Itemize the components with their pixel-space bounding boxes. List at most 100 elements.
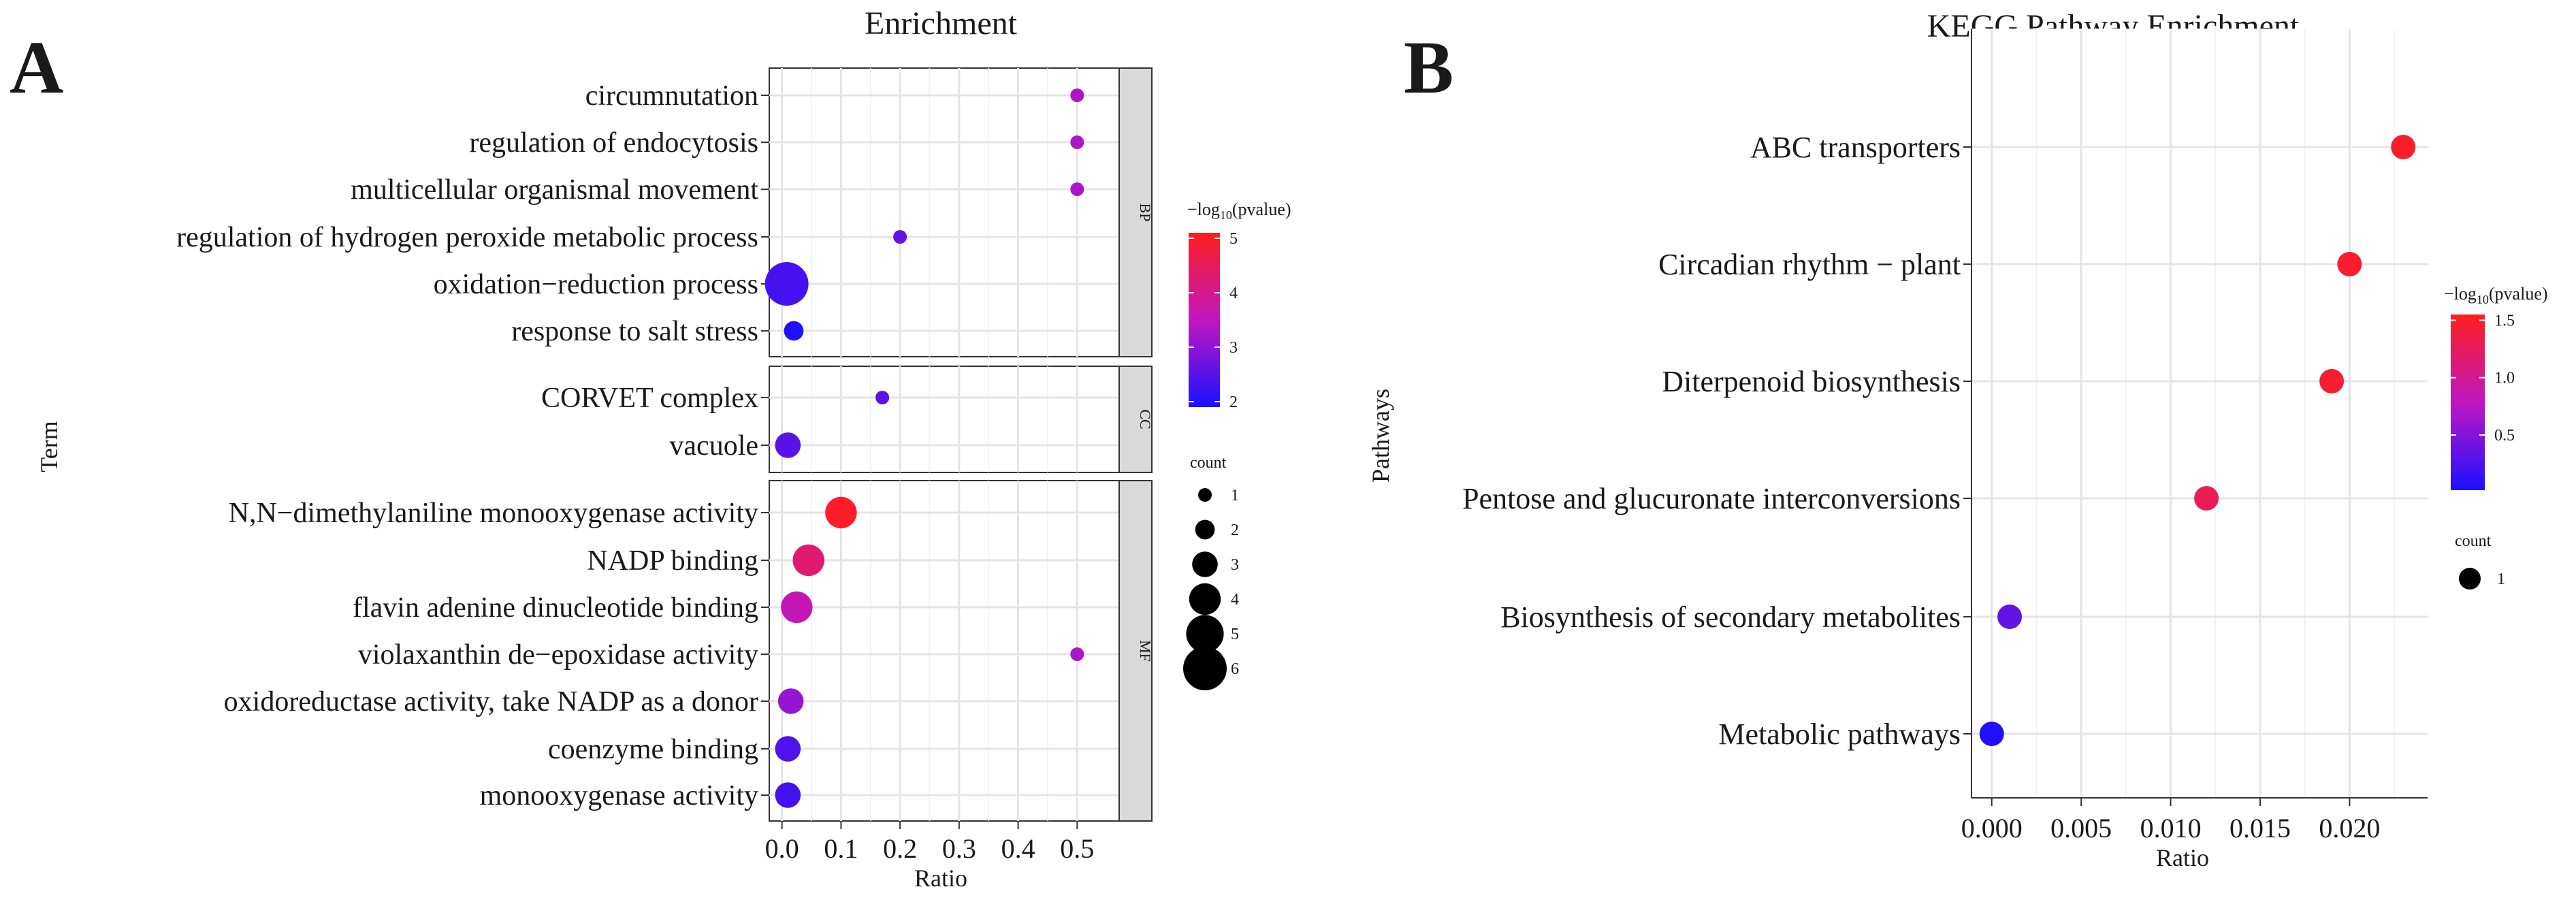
panel-b-point — [2337, 252, 2362, 276]
panel-b-pathway-label: Biosynthesis of secondary metabolites — [1500, 600, 1961, 634]
panel-b-x-tick-label: 0.000 — [1961, 813, 2023, 843]
panel-b-label: B — [1404, 26, 1453, 109]
panel-a-x-ticks: 0.0 0.1 0.2 0.3 0.4 0.5 — [765, 821, 1094, 864]
panel-b-x-tick-label: 0.010 — [2140, 813, 2202, 843]
panel-a-x-axis-title: Ratio — [914, 865, 967, 892]
panel-b-color-tick-label: 0.5 — [2494, 427, 2515, 445]
panel-b-color-ticks: 1.5 1.0 0.5 — [2451, 312, 2515, 445]
panel-b-y-axis-title: Pathways — [1367, 389, 1394, 483]
panel-a-size-legend-title: count — [1190, 454, 1227, 472]
panel-a-point — [775, 736, 801, 762]
panel-a-point — [1070, 135, 1084, 149]
panel-b-color-legend-title: −log10(pvalue) — [2444, 284, 2548, 306]
panel-a-term-label: violaxanthin de−epoxidase activity — [358, 639, 758, 671]
panel-a-term-label: regulation of hydrogen peroxide metaboli… — [176, 222, 758, 253]
panel-a-x-tick-label: 0.1 — [824, 833, 858, 864]
panel-b-x-tick-label: 0.020 — [2319, 813, 2380, 843]
panel-a-point — [781, 591, 813, 624]
panel-b-point — [2319, 369, 2345, 393]
panel-b-size-legend: count 1 — [2455, 532, 2505, 590]
panel-b-x-axis-title: Ratio — [2156, 844, 2209, 871]
panel-a-term-label: CORVET complex — [541, 383, 758, 414]
panel-a-color-tick-label: 5 — [1229, 230, 1238, 248]
panel-a-facet-mf: N,N−dimethylaniline monooxygenase activi… — [224, 480, 1154, 822]
panel-a-facet-cc: CORVET complex vacuole CC — [541, 366, 1154, 473]
panel-a-point — [893, 230, 907, 244]
panel-a-size-keys: 1 2 3 4 5 6 — [1183, 487, 1239, 690]
panel-a-facets: circumnutation regulation of endocytosis m… — [176, 67, 1154, 822]
panel-a-facet-bp: circumnutation regulation of endocytosis m… — [176, 67, 1154, 357]
panel-a-term-label: oxidation−reduction process — [434, 269, 758, 300]
panel-b-size-key-label: 1 — [2497, 570, 2505, 588]
panel-b-plot: ABC transporters Circadian rhythm − plant… — [1462, 29, 2428, 799]
panel-a-x-tick-label: 0.4 — [1001, 833, 1035, 864]
panel-a-facet-frame — [769, 366, 1120, 473]
panel-a-facet-strip — [1118, 480, 1153, 822]
panel-a-size-key-label: 5 — [1231, 626, 1239, 643]
panel-b-pathway-label: Metabolic pathways — [1718, 718, 1961, 751]
panel-b-point — [1997, 605, 2023, 629]
panel-a-size-legend: count 1 2 3 4 5 6 — [1183, 454, 1239, 690]
panel-b-pathway-label: Pentose and glucuronate interconversions — [1462, 482, 1961, 515]
panel-a-term-label: flavin adenine dinucleotide binding — [353, 592, 758, 624]
panel-a-point — [777, 688, 804, 714]
panel-a-x-tick-label: 0.3 — [942, 833, 976, 864]
panel-b-point — [1979, 722, 2004, 746]
panel-a-facet-strip-label: MF — [1137, 640, 1154, 662]
panel-a-term-label: coenzyme binding — [548, 734, 758, 765]
panel-b-pathway-label: Diterpenoid biosynthesis — [1662, 365, 1961, 398]
panel-a-facet-strip — [1118, 67, 1153, 357]
panel-b-point — [2194, 486, 2219, 511]
panel-a-point — [875, 391, 890, 404]
panel-a-point — [1070, 647, 1084, 661]
panel-a-color-bar — [1189, 233, 1220, 407]
panel-b-plot-area — [1971, 29, 2428, 798]
panel-a-size-key-label: 1 — [1231, 487, 1239, 504]
panel-a-x-tick-label: 0.2 — [883, 833, 917, 864]
panel-a-term-label: circumnutation — [585, 80, 758, 112]
panel-a-facet-frame — [769, 67, 1120, 357]
panel-a-size-key-label: 4 — [1231, 591, 1239, 609]
panel-a-term-label: response to salt stress — [511, 316, 758, 347]
panel-a-size-key — [1183, 647, 1227, 690]
panel-b-size-legend-title: count — [2455, 532, 2492, 550]
panel-a-term-label: vacuole — [669, 430, 758, 462]
panel-a-size-key-label: 3 — [1231, 556, 1239, 574]
panel-a-facet-strip — [1118, 366, 1153, 473]
panel-a-color-tick-label: 2 — [1229, 393, 1238, 411]
panel-a-color-ticks: 5 4 3 2 — [1189, 230, 1238, 411]
panel-a-facet-frame — [769, 480, 1120, 822]
panel-b-size-keys: 1 — [2459, 568, 2505, 590]
panel-a-size-key-label: 6 — [1231, 660, 1239, 678]
panel-a-point — [764, 262, 809, 306]
panel-a-size-key — [1186, 615, 1224, 653]
panel-b-point — [2391, 135, 2416, 159]
panel-b-color-tick-label: 1.5 — [2494, 312, 2515, 329]
panel-a-point — [825, 496, 857, 529]
panel-a-color-legend-title: −log10(pvalue) — [1187, 199, 1291, 222]
panel-a-size-key — [1192, 551, 1218, 577]
panel-a-x-tick-label: 0.5 — [1060, 833, 1094, 864]
panel-b-pathway-label: Circadian rhythm − plant — [1658, 248, 1961, 281]
panel-b-x-ticks: 0.000 0.005 0.010 0.015 0.020 — [1961, 798, 2380, 843]
panel-b-color-legend: −log10(pvalue) 1.5 1.0 0.5 — [2444, 284, 2548, 490]
panel-a: A Enrichment Ratio Term circumnutation re… — [10, 5, 1291, 892]
panel-b: B KEGG Pathway Enrichment Ratio Pathways… — [1367, 8, 2548, 871]
panel-a-term-label: monooxygenase activity — [480, 780, 758, 811]
panel-b-size-key — [2459, 568, 2481, 590]
panel-a-color-legend: −log10(pvalue) 5 4 3 2 — [1187, 199, 1291, 411]
panel-a-term-label: oxidoreductase activity, take NADP as a … — [224, 686, 758, 718]
panel-b-pathway-label: ABC transporters — [1750, 131, 1961, 164]
panel-a-x-tick-label: 0.0 — [765, 833, 799, 864]
panel-a-color-tick-label: 3 — [1229, 339, 1238, 357]
panel-a-title: Enrichment — [865, 5, 1018, 42]
panel-a-point — [792, 544, 824, 577]
panel-a-point — [784, 321, 804, 341]
panel-a-facet-strip-label: BP — [1137, 204, 1154, 222]
panel-a-point — [775, 782, 801, 808]
panel-a-point — [1070, 88, 1084, 102]
panel-a-size-key-label: 2 — [1231, 521, 1239, 539]
panel-a-color-tick-label: 4 — [1229, 285, 1238, 302]
